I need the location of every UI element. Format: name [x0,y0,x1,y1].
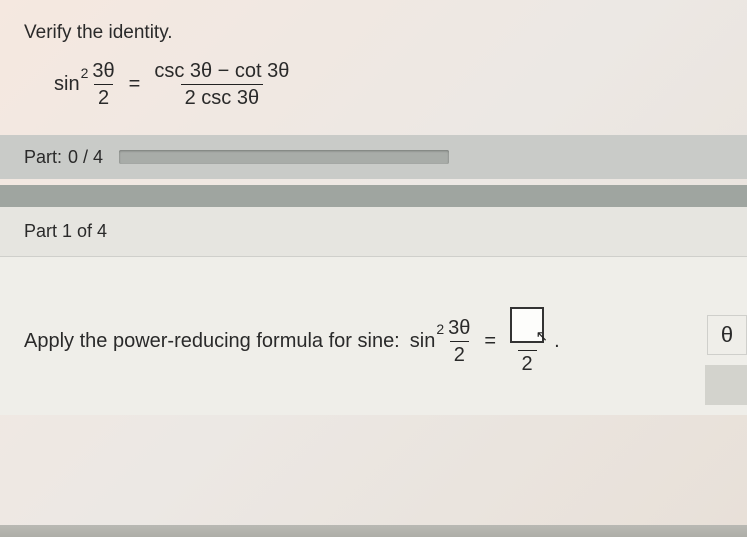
rhs-frac: csc 3θ − cot 3θ 2 csc 3θ [150,60,293,109]
step-sin: sin [410,330,436,353]
step-period: . [554,330,560,353]
progress-track [119,150,449,164]
part-header: Part 1 of 4 [0,207,747,257]
step-frac: 3θ 2 [444,317,474,366]
equals-sign: = [129,73,141,96]
lhs-frac-num: 3θ [88,60,118,84]
step-text: Apply the power-reducing formula for sin… [24,330,400,353]
identity-equation: sin 2 3θ 2 = csc 3θ − cot 3θ 2 csc 3θ [54,60,747,109]
answer-frac: ↖ 2 [506,307,548,375]
answer-den: 2 [518,350,537,375]
lhs-sin: sin [54,73,80,96]
theta-button[interactable]: θ [707,315,747,355]
progress-current: 0 [68,147,78,168]
cursor-icon: ↖ [535,329,548,346]
lhs-frac-den: 2 [94,84,113,109]
progress-sep: / [83,147,88,168]
step-equals: = [484,330,496,353]
bottom-shadow [0,525,747,537]
step-frac-num: 3θ [444,317,474,341]
prompt-text: Verify the identity. [24,22,747,44]
step-frac-den: 2 [450,341,469,366]
lhs-frac: 3θ 2 [88,60,118,109]
progress-bar-section: Part: 0 / 4 [0,135,747,179]
progress-total: 4 [93,147,103,168]
progress-label-prefix: Part: [24,147,62,168]
step-sup: 2 [436,321,444,337]
rhs-frac-den: 2 csc 3θ [181,84,263,109]
tool-block[interactable] [705,365,747,405]
part-body: Apply the power-reducing formula for sin… [0,257,747,415]
rhs-frac-num: csc 3θ − cot 3θ [150,60,293,84]
answer-input[interactable]: ↖ [510,307,544,343]
lhs-sup: 2 [81,65,89,81]
divider-bar [0,185,747,207]
